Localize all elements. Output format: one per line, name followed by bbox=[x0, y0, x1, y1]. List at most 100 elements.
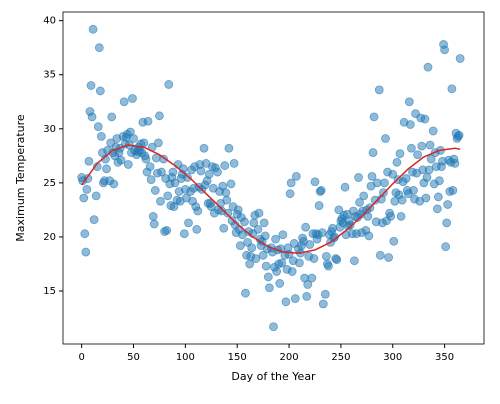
point bbox=[91, 191, 101, 201]
x-tick-label: 100 bbox=[176, 352, 195, 363]
point bbox=[380, 178, 389, 188]
point bbox=[290, 294, 300, 303]
point bbox=[423, 62, 433, 72]
point bbox=[417, 141, 427, 151]
point bbox=[102, 164, 111, 174]
point bbox=[221, 188, 231, 197]
point bbox=[155, 111, 164, 121]
point bbox=[395, 149, 405, 159]
point bbox=[389, 236, 399, 246]
point bbox=[192, 224, 202, 234]
point bbox=[426, 154, 436, 164]
point bbox=[128, 94, 137, 103]
point bbox=[260, 231, 270, 241]
point bbox=[156, 196, 165, 206]
point bbox=[258, 250, 268, 260]
point bbox=[82, 184, 92, 194]
point bbox=[271, 234, 280, 244]
point bbox=[303, 280, 313, 289]
point bbox=[278, 230, 288, 240]
point bbox=[332, 255, 342, 265]
point bbox=[320, 289, 330, 299]
point bbox=[316, 186, 326, 195]
point bbox=[141, 154, 151, 164]
point bbox=[328, 223, 338, 233]
point bbox=[432, 204, 442, 214]
point bbox=[235, 241, 245, 250]
point bbox=[145, 162, 155, 172]
point bbox=[349, 256, 359, 266]
point bbox=[123, 160, 133, 169]
point bbox=[170, 178, 180, 188]
point bbox=[317, 228, 327, 238]
point bbox=[277, 258, 287, 268]
point bbox=[193, 206, 203, 216]
point bbox=[275, 279, 285, 288]
point bbox=[409, 186, 418, 195]
point bbox=[149, 219, 159, 229]
point bbox=[146, 175, 156, 185]
point bbox=[368, 148, 378, 157]
point bbox=[226, 179, 236, 189]
y-tick-label: 40 bbox=[43, 16, 56, 27]
point bbox=[179, 229, 189, 239]
point bbox=[324, 261, 333, 271]
point bbox=[407, 143, 416, 153]
y-axis-label: Maximum Temperature bbox=[14, 114, 27, 242]
point bbox=[397, 195, 407, 205]
point bbox=[392, 157, 402, 167]
point bbox=[183, 173, 192, 182]
point bbox=[443, 200, 453, 209]
y-tick-label: 15 bbox=[43, 286, 56, 297]
point bbox=[420, 114, 430, 124]
x-axis-label: Day of the Year bbox=[231, 370, 316, 383]
x-tick-label: 0 bbox=[78, 352, 84, 363]
point bbox=[455, 54, 465, 63]
point bbox=[309, 254, 319, 263]
point bbox=[310, 177, 320, 187]
point bbox=[450, 159, 460, 168]
point bbox=[204, 169, 214, 179]
point bbox=[424, 165, 434, 175]
point bbox=[386, 211, 396, 221]
point bbox=[119, 97, 129, 107]
point bbox=[314, 201, 324, 210]
point bbox=[295, 258, 304, 268]
point bbox=[129, 134, 138, 143]
point bbox=[441, 242, 451, 252]
point bbox=[359, 191, 369, 201]
point bbox=[405, 120, 415, 129]
point bbox=[374, 85, 384, 95]
point bbox=[264, 283, 274, 293]
point bbox=[253, 224, 263, 234]
point bbox=[259, 218, 269, 228]
point bbox=[88, 24, 98, 34]
point bbox=[421, 193, 431, 203]
point bbox=[153, 138, 163, 148]
point bbox=[83, 174, 93, 183]
point bbox=[107, 112, 117, 122]
point bbox=[213, 167, 222, 177]
point bbox=[222, 195, 232, 205]
point bbox=[116, 155, 126, 165]
point bbox=[287, 267, 297, 276]
point bbox=[162, 226, 172, 235]
point bbox=[220, 161, 230, 170]
point bbox=[164, 80, 174, 89]
point bbox=[199, 143, 209, 153]
point bbox=[369, 112, 379, 122]
point bbox=[384, 253, 394, 262]
point bbox=[229, 159, 239, 168]
point bbox=[340, 182, 350, 192]
point bbox=[86, 81, 96, 90]
point bbox=[375, 250, 385, 260]
point bbox=[148, 211, 158, 221]
point bbox=[404, 97, 414, 107]
point bbox=[80, 229, 90, 239]
point bbox=[150, 186, 160, 195]
point bbox=[367, 171, 377, 181]
point bbox=[345, 220, 355, 230]
x-tick-label: 350 bbox=[435, 352, 454, 363]
point bbox=[251, 254, 261, 263]
point bbox=[448, 186, 458, 195]
